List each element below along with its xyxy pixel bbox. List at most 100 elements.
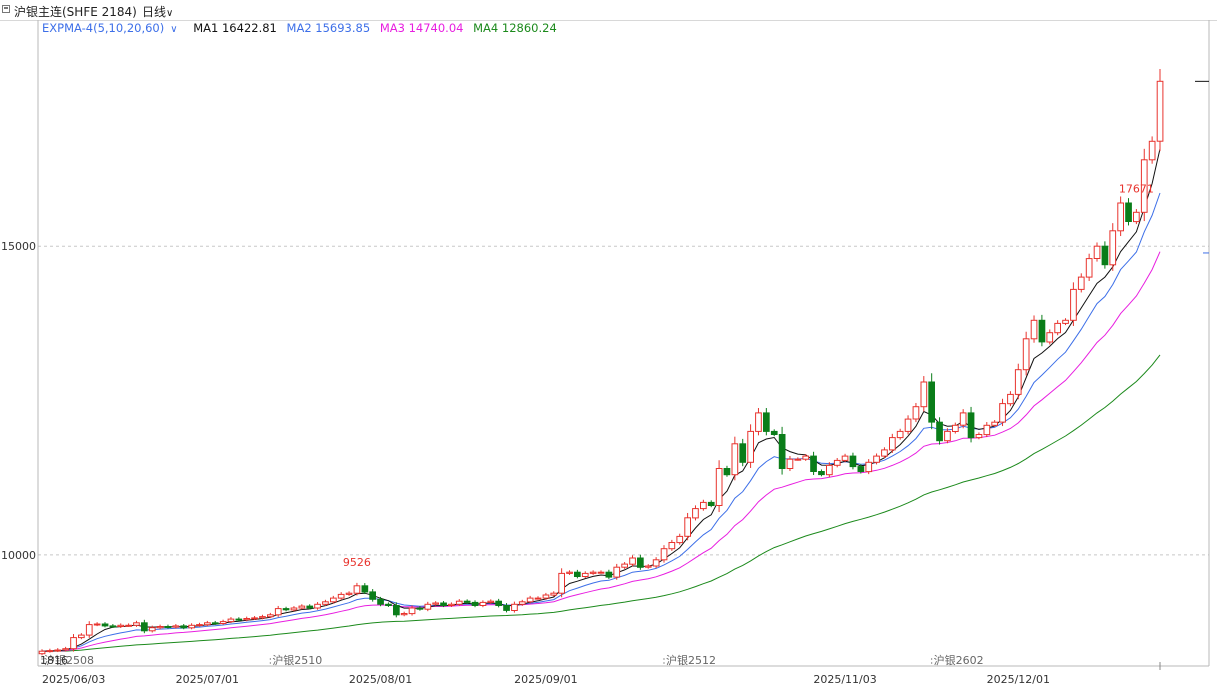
candle-body <box>46 650 54 653</box>
candle-body <box>739 443 747 463</box>
candle <box>495 598 502 608</box>
candle-body <box>810 455 817 473</box>
candle <box>959 409 967 429</box>
candle-body <box>991 421 998 426</box>
legend-ma4: MA4 12860.24 <box>473 21 557 35</box>
price-chart[interactable]: 10000 15000 9526 17671 2025/06/03 2025/07/01 2… <box>0 20 1217 686</box>
window-icon[interactable] <box>2 5 10 13</box>
candle-body <box>408 607 416 615</box>
candle-body <box>558 572 565 594</box>
candle <box>605 569 613 580</box>
candle-body <box>369 591 376 600</box>
candle-body <box>763 412 770 432</box>
symbol-label: 沪银主连(SHFE 2184) <box>14 5 137 19</box>
candle-body <box>416 607 424 610</box>
candle <box>944 428 951 444</box>
candle-body <box>865 461 873 473</box>
candle-body <box>259 616 266 619</box>
candle <box>810 451 817 476</box>
candle-body <box>881 449 888 457</box>
candle-body <box>172 625 180 628</box>
candle <box>1007 391 1014 407</box>
candle <box>1101 241 1109 269</box>
candle <box>78 633 85 640</box>
y-tick-label: 15000 <box>1 240 36 253</box>
candle-body <box>1030 319 1038 340</box>
candle-body <box>306 605 314 609</box>
candle-body <box>967 412 975 439</box>
candle-body <box>952 424 959 432</box>
candle-body <box>1117 202 1125 232</box>
candle <box>613 563 621 580</box>
candle <box>629 555 636 567</box>
candle-body <box>715 468 723 506</box>
candle <box>156 624 164 630</box>
candle-body <box>448 603 455 606</box>
candle <box>251 615 258 620</box>
candle-body <box>133 622 140 626</box>
candle <box>912 402 920 423</box>
candle-body <box>227 618 235 623</box>
candle <box>786 455 794 472</box>
candle-body <box>644 565 652 568</box>
candle-body <box>243 618 251 621</box>
candle-body <box>574 571 581 578</box>
candle <box>896 428 904 440</box>
indicator-name[interactable]: EXPMA-4(5,10,20,60) ∨ <box>42 21 178 35</box>
candle-body <box>1133 211 1140 223</box>
candle-body <box>251 617 258 620</box>
period-selector[interactable]: 日线∨ <box>142 3 173 20</box>
candle <box>928 373 935 430</box>
candle-body <box>274 608 282 616</box>
candle <box>219 619 227 625</box>
candle <box>999 398 1006 427</box>
candle-body <box>896 430 904 439</box>
candle-body <box>652 559 660 567</box>
candle <box>322 599 329 606</box>
candle-body <box>849 455 857 468</box>
candle <box>416 606 424 611</box>
candle-body <box>85 624 93 636</box>
candle-body <box>605 571 613 578</box>
candle <box>518 599 526 606</box>
candle <box>455 599 463 606</box>
candle <box>463 599 471 604</box>
candle <box>235 617 243 622</box>
candle <box>904 415 912 435</box>
candle-body <box>440 602 447 606</box>
candle-body <box>117 624 125 627</box>
candle <box>826 462 833 478</box>
candle-body <box>156 626 164 629</box>
candle-body <box>1156 80 1164 142</box>
candle <box>566 570 573 575</box>
x-date-label: 2025/12/01 <box>987 673 1050 686</box>
candle <box>290 606 298 612</box>
chevron-down-icon[interactable]: ∨ <box>170 24 178 35</box>
candle <box>644 564 652 569</box>
candle <box>1022 331 1030 376</box>
candle-body <box>684 517 691 537</box>
candle <box>731 436 739 481</box>
candle <box>723 465 731 477</box>
candle <box>747 424 754 468</box>
chevron-down-icon[interactable]: ∨ <box>166 8 174 19</box>
candle-body <box>1125 202 1132 222</box>
candle <box>652 557 660 569</box>
candle <box>1093 242 1101 262</box>
candle-body <box>495 600 502 607</box>
candle <box>967 406 975 443</box>
candle <box>621 562 628 569</box>
candle <box>1148 136 1156 164</box>
candle <box>227 617 235 624</box>
candle <box>550 591 558 597</box>
candle <box>424 601 432 612</box>
candle-body <box>755 412 762 432</box>
candle <box>117 623 125 628</box>
candle-body <box>62 648 69 651</box>
candle <box>109 624 117 628</box>
candle <box>487 599 495 604</box>
candle <box>755 408 762 436</box>
candle <box>684 512 691 541</box>
candle-body <box>1054 322 1062 334</box>
candle <box>1046 329 1054 345</box>
